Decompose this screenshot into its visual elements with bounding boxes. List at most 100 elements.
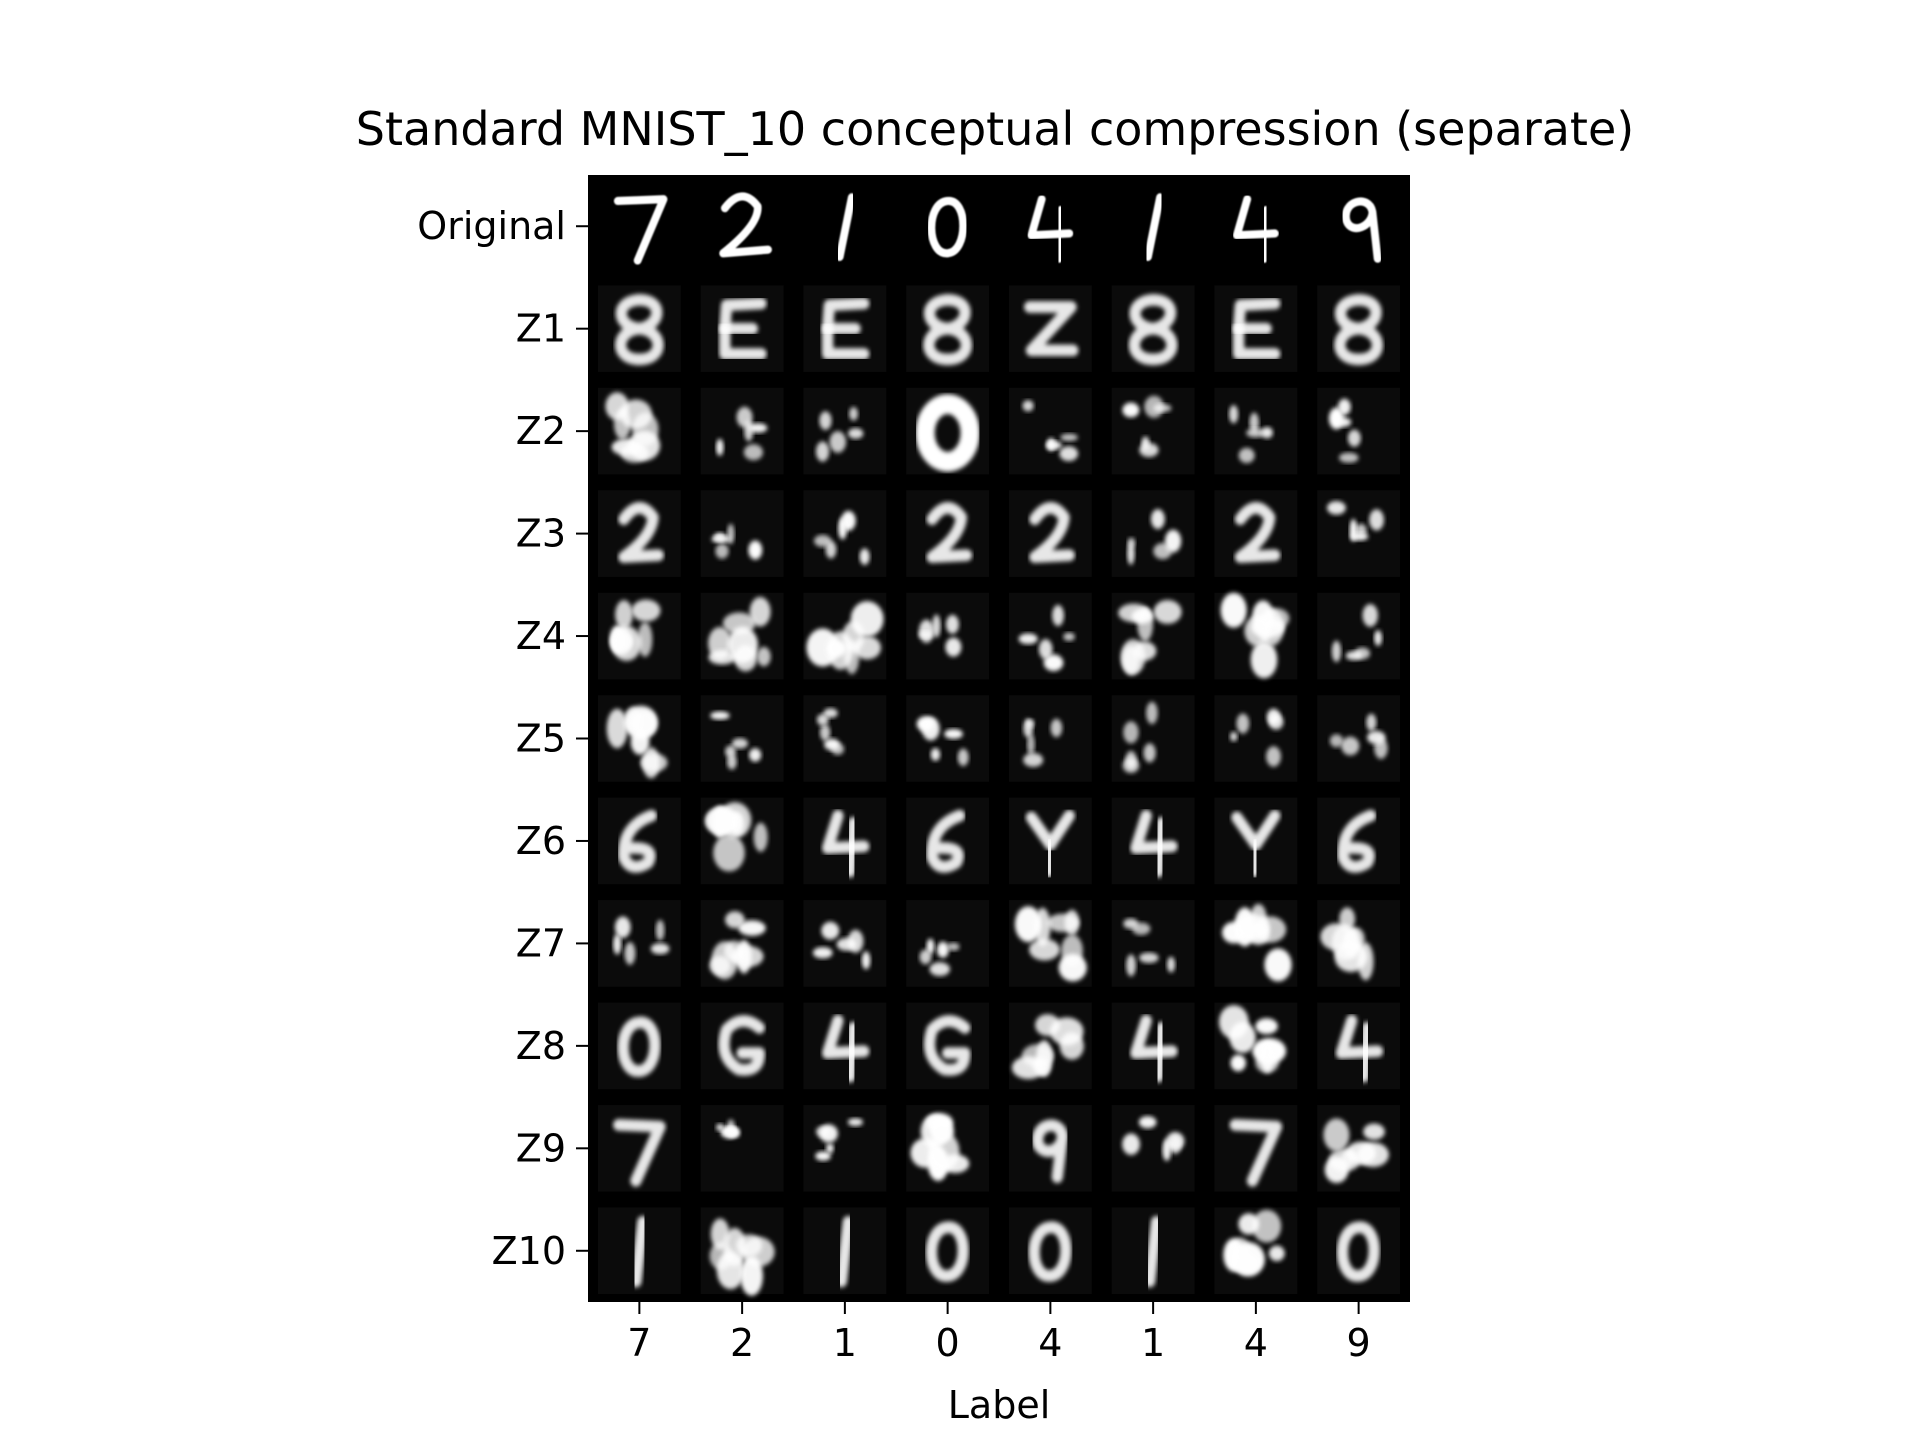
image-cell [906, 900, 990, 987]
image-cells [597, 192, 1401, 1296]
x-tick-label: 1 [833, 1321, 857, 1365]
image-cell [1008, 387, 1092, 475]
image-cell [835, 193, 856, 261]
x-tick-label: 9 [1347, 1321, 1371, 1365]
y-tick-label: Z5 [516, 717, 566, 761]
image-cell [1317, 285, 1401, 372]
image-cell [719, 192, 772, 258]
image-cell [1214, 285, 1298, 372]
y-tick-label: Z4 [516, 614, 566, 658]
image-cell [1008, 797, 1092, 885]
image-cell [803, 592, 887, 680]
image-cell [803, 490, 887, 577]
image-cell [597, 592, 681, 680]
image-cell [597, 1207, 681, 1295]
image-cell [1214, 900, 1298, 987]
image-cell [1111, 695, 1195, 782]
image-cell [1111, 490, 1195, 577]
image-cell [700, 1105, 784, 1192]
image-cell [1317, 1002, 1401, 1090]
image-cell [597, 900, 681, 987]
image-cell [1008, 900, 1092, 987]
y-tick-label: Z10 [492, 1229, 566, 1273]
y-tick-label: Z3 [516, 512, 566, 556]
image-cell [700, 900, 784, 987]
image-cell [1214, 695, 1298, 782]
image-cell [1111, 900, 1195, 987]
x-tick-label: 4 [1038, 1321, 1062, 1365]
image-cell [906, 1207, 990, 1295]
image-cell [906, 1105, 990, 1192]
image-cell [906, 695, 990, 782]
image-cell [1342, 197, 1382, 263]
image-cell [803, 1002, 887, 1090]
image-cell [1144, 193, 1164, 261]
x-axis-label: Label [948, 1383, 1051, 1427]
x-tick-label: 7 [627, 1321, 651, 1365]
image-cell [906, 285, 990, 372]
image-cell [597, 387, 681, 475]
image-cell [1214, 490, 1298, 577]
image-cell [1214, 1207, 1298, 1295]
image-cell [597, 490, 681, 577]
image-cell [613, 195, 668, 265]
x-tick-label: 2 [730, 1321, 754, 1365]
image-cell [1008, 490, 1092, 577]
y-tick-label: Z8 [516, 1024, 566, 1068]
y-tick-label: Z6 [516, 819, 566, 863]
y-tick-label: Z7 [516, 921, 566, 965]
image-cell [1317, 1105, 1401, 1192]
image-cell [1008, 1105, 1092, 1192]
image-cell [1008, 1207, 1092, 1295]
image-cell [700, 387, 784, 475]
image-cell [1214, 797, 1298, 885]
image-cell [597, 695, 681, 782]
image-cell [1214, 592, 1298, 680]
image-cell [597, 285, 681, 372]
image-cell [700, 1002, 784, 1090]
image-cell [1111, 592, 1195, 680]
image-cell [1214, 1105, 1298, 1192]
image-cell [700, 797, 784, 885]
image-cell [1111, 1105, 1195, 1192]
image-cell [803, 797, 887, 885]
y-tick-label: Z9 [516, 1126, 566, 1170]
image-cell [1008, 1002, 1092, 1090]
chart-title: Standard MNIST_10 conceptual compression… [356, 102, 1634, 156]
image-cell [906, 797, 990, 885]
image-cell [803, 1105, 887, 1192]
image-cell [906, 592, 990, 680]
image-cell [906, 1002, 990, 1090]
image-cell [1008, 285, 1092, 372]
image-cell [927, 196, 968, 258]
image-cell [700, 490, 784, 577]
image-cell [1317, 1207, 1401, 1295]
x-tick-label: 4 [1244, 1321, 1268, 1365]
y-tick-label: Z1 [516, 307, 566, 351]
image-cell [700, 695, 784, 782]
image-cell [700, 1207, 784, 1296]
image-cell [1317, 900, 1401, 987]
image-cell [906, 387, 990, 475]
image-cell [803, 1207, 887, 1295]
image-cell [597, 1105, 681, 1192]
image-cell [1317, 387, 1401, 475]
image-cell [1111, 387, 1195, 475]
x-axis-ticks: 7 2 1 0 4 1 4 9 [627, 1302, 1371, 1365]
image-cell [1214, 1002, 1298, 1090]
image-cell [1214, 387, 1298, 475]
image-cell [803, 900, 887, 987]
y-axis-ticks: Original Z1 Z2 Z3 Z4 Z5 Z6 Z7 Z8 Z9 Z10 [417, 204, 588, 1273]
image-cell [1008, 592, 1092, 680]
image-cell [597, 1002, 681, 1090]
image-cell [700, 592, 784, 680]
image-cell [906, 490, 990, 577]
image-cell [1111, 797, 1195, 885]
image-cell [1317, 797, 1401, 885]
y-tick-label: Original [417, 204, 566, 248]
image-cell [1008, 695, 1092, 782]
y-tick-label: Z2 [516, 409, 566, 453]
image-cell [1111, 1002, 1195, 1090]
